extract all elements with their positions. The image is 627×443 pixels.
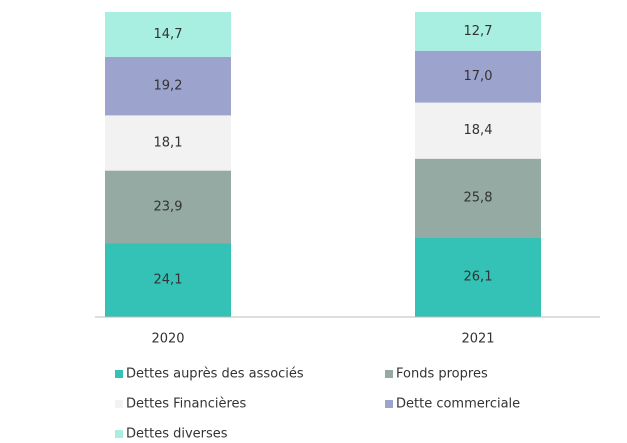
- data-label: 18,4: [464, 123, 493, 138]
- legend-swatch: [385, 370, 393, 378]
- legend-label: Fonds propres: [396, 367, 488, 382]
- legend-swatch: [385, 400, 393, 408]
- x-tick-label: 2021: [461, 332, 494, 347]
- legend-label: Dette commerciale: [396, 397, 520, 412]
- legend-swatch: [115, 370, 123, 378]
- bar-segment: [105, 243, 231, 317]
- legend-label: Dettes Financières: [126, 397, 247, 412]
- data-label: 25,8: [464, 191, 493, 206]
- legend-swatch: [115, 430, 123, 438]
- data-label: 17,0: [464, 69, 493, 84]
- bar-segment: [105, 56, 231, 116]
- bar-segment: [105, 12, 231, 57]
- x-tick-label: 2020: [151, 332, 184, 347]
- data-label: 18,1: [154, 135, 183, 150]
- data-label: 14,7: [154, 27, 183, 42]
- bar-segment: [105, 115, 231, 171]
- bar-segment: [415, 158, 541, 238]
- data-label: 23,9: [154, 200, 183, 215]
- data-label: 24,1: [154, 273, 183, 288]
- bar-segment: [415, 50, 541, 103]
- data-label: 12,7: [464, 24, 493, 39]
- legend-label: Dettes diverses: [126, 427, 228, 442]
- legend-label: Dettes auprès des associés: [126, 367, 304, 382]
- legend-swatch: [115, 400, 123, 408]
- data-label: 19,2: [154, 79, 183, 94]
- bar-segment: [105, 170, 231, 244]
- bar-segment: [415, 237, 541, 317]
- bar-segment: [415, 12, 541, 51]
- bar-segment: [415, 102, 541, 159]
- data-label: 26,1: [464, 270, 493, 285]
